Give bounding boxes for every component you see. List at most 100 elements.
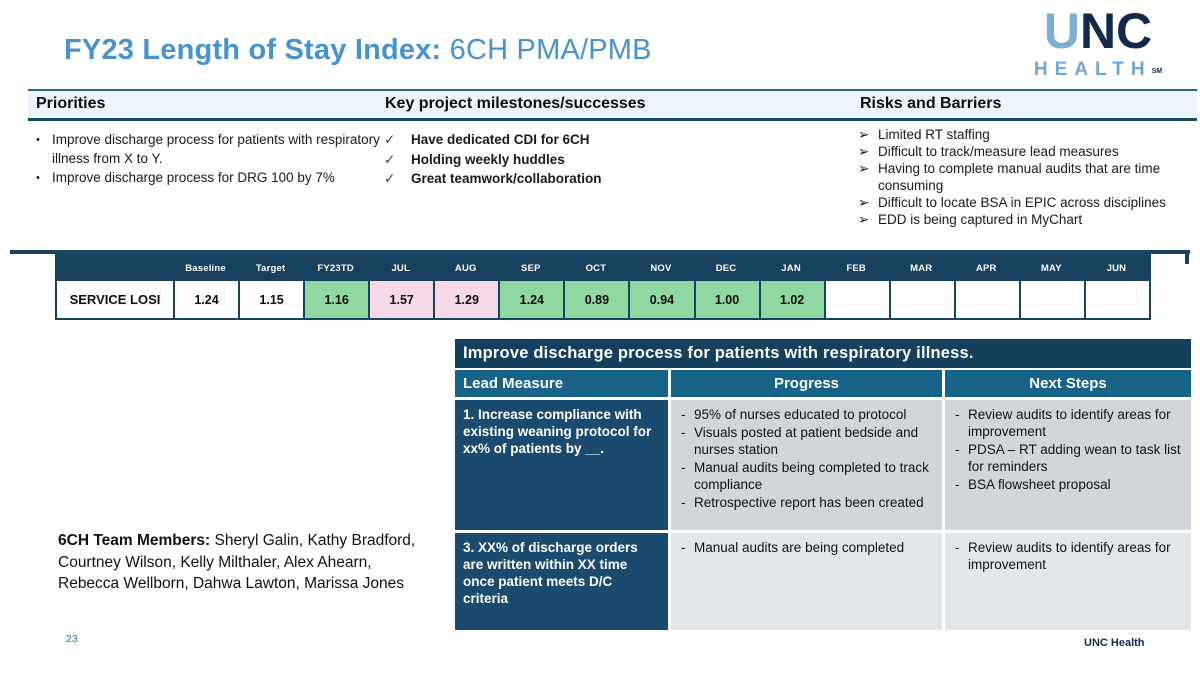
risks-list: ➢ Limited RT staffing ➢ Difficult to track… (858, 126, 1180, 228)
los-value-cell: 1.24 (173, 281, 239, 318)
list-item-text: Great teamwork/collaboration (411, 171, 602, 186)
milestones-list: ✓ Have dedicated CDI for 6CH ✓ Holding wee… (384, 130, 714, 189)
los-value-cell: 1.29 (433, 281, 499, 318)
bullet-icon: • (36, 172, 40, 184)
logo-trademark: SM (1151, 68, 1163, 75)
list-item-text: Improve discharge process for DRG 100 by… (52, 170, 335, 185)
list-item: - BSA flowsheet proposal (952, 476, 1184, 493)
los-header-cell: MAR (910, 263, 933, 274)
list-item-text: Manual audits are being completed (694, 540, 905, 555)
page-title-sub: 6CH PMA/PMB (441, 34, 652, 66)
list-item: - Review audits to identify areas for imp… (952, 539, 1184, 573)
list-item-text: Review audits to identify areas for impr… (968, 407, 1171, 439)
dash-bullet: - (681, 460, 686, 475)
list-item-text: EDD is being captured in MyChart (878, 212, 1083, 227)
arrow-bullet-icon: ➢ (858, 195, 870, 210)
arrow-bullet-icon: ➢ (858, 161, 870, 176)
los-value-cell (953, 281, 1019, 318)
list-item: - PDSA – RT adding wean to task list for … (952, 441, 1184, 475)
list-item: • Improve discharge process for DRG 100 b… (36, 168, 382, 188)
los-value-cell (1083, 281, 1149, 318)
improve-table-title: Improve discharge process for patients w… (455, 339, 1191, 368)
list-item-text: Manual audits being completed to track c… (694, 460, 929, 492)
list-item-text: Have dedicated CDI for 6CH (411, 132, 590, 147)
list-item-text: Visuals posted at patient bedside and nu… (694, 425, 919, 457)
list-item: - Review audits to identify areas for imp… (952, 406, 1184, 440)
list-item-text: BSA flowsheet proposal (968, 477, 1111, 492)
risks-header: Risks and Barriers (860, 95, 1002, 112)
bullet-icon: • (36, 134, 40, 146)
los-header-cell: Baseline (185, 263, 226, 274)
los-value-cell (823, 281, 889, 318)
los-header-cell: NOV (650, 263, 672, 274)
list-item: • Improve discharge process for patients … (36, 130, 382, 168)
list-item-text: Retrospective report has been created (694, 495, 924, 510)
dash-bullet: - (955, 442, 960, 457)
team-members-label: 6CH Team Members: (58, 532, 211, 549)
divider-rule-tick (1185, 250, 1189, 264)
next-steps-cell: - Review audits to identify areas for imp… (945, 533, 1191, 630)
los-value-cell: 1.57 (368, 281, 434, 318)
list-item: -95% of nurses educated to protocol (678, 406, 935, 423)
dash-bullet: - (955, 407, 960, 422)
divider-rule (10, 250, 1190, 254)
list-item: ✓ Have dedicated CDI for 6CH (384, 130, 714, 150)
lead-measure-cell: 1. Increase compliance with existing wea… (455, 400, 668, 530)
los-table: Baseline Target FY23TD JUL AUG SEP OCT N… (55, 254, 1151, 320)
los-value-cell (1018, 281, 1084, 318)
los-header-cell: JUL (391, 263, 410, 274)
list-item: ➢ EDD is being captured in MyChart (858, 211, 1180, 228)
los-header-cell: Target (255, 263, 286, 274)
checkmark-icon: ✓ (384, 151, 396, 167)
los-value-cell: 1.16 (303, 281, 369, 318)
los-value-cell: 0.94 (628, 281, 694, 318)
los-value-cell (888, 281, 954, 318)
team-members-names: Sheryl Galin, Kathy Bradford, Courtney W… (58, 532, 416, 592)
lead-measure-header: Lead Measure (455, 370, 668, 397)
list-item-text: Difficult to track/measure lead measures (878, 144, 1119, 159)
lead-measure-cell: 3. XX% of discharge orders are written w… (455, 533, 668, 630)
checkmark-icon: ✓ (384, 132, 396, 147)
next-steps-header: Next Steps (945, 370, 1191, 397)
unc-health-logo: UNC HEALTHSM (1014, 6, 1182, 81)
list-item: ➢ Difficult to track/measure lead measure… (858, 143, 1180, 160)
arrow-bullet-icon: ➢ (858, 127, 870, 142)
list-item: - Manual audits are being completed (678, 539, 935, 556)
milestones-header: Key project milestones/successes (385, 95, 646, 112)
logo-health-word: HEALTH (1033, 59, 1152, 80)
list-item: ✓ Great teamwork/collaboration (384, 169, 714, 189)
page-number: 23 (66, 633, 78, 645)
list-item-text: Improve discharge process for patients w… (52, 132, 380, 166)
los-value-cell: 1.00 (693, 281, 759, 318)
improve-table-header-row: Lead Measure Progress Next Steps (455, 370, 1191, 397)
los-header-cell: AUG (454, 263, 477, 274)
improve-table: Improve discharge process for patients w… (455, 339, 1191, 630)
los-table-data-row: SERVICE LOSI 1.24 1.15 1.16 1.57 1.29 1.… (57, 281, 1149, 318)
los-header-cell (57, 256, 173, 281)
list-item: - Manual audits being completed to track … (678, 459, 935, 493)
unc-logo-text: UNC (1014, 6, 1182, 56)
los-value-cell: 1.24 (498, 281, 564, 318)
los-value-cell: 0.89 (563, 281, 629, 318)
next-steps-cell: - Review audits to identify areas for imp… (945, 400, 1191, 530)
list-item: - Visuals posted at patient bedside and n… (678, 424, 935, 458)
list-item-text: 95% of nurses educated to protocol (694, 407, 907, 422)
los-value-cell: 1.02 (758, 281, 824, 318)
list-item: - Retrospective report has been created (678, 494, 935, 511)
dash-bullet: - (681, 425, 686, 440)
los-row-label: SERVICE LOSI (57, 281, 173, 318)
dash-bullet: - (681, 540, 686, 555)
logo-letter-u: U (1043, 3, 1080, 59)
los-header-cell: FEB (846, 263, 866, 274)
improve-table-row: 3. XX% of discharge orders are written w… (455, 533, 1191, 630)
section-header-strip: Priorities Key project milestones/succes… (28, 89, 1197, 121)
list-item-text: Difficult to locate BSA in EPIC across d… (878, 195, 1166, 210)
page-title: FY23 Length of Stay Index: 6CH PMA/PMB (64, 34, 652, 67)
los-header-cell: JAN (781, 263, 801, 274)
progress-cell: -95% of nurses educated to protocol - Vis… (671, 400, 942, 530)
dash-bullet: - (955, 540, 960, 555)
list-item-text: Having to complete manual audits that ar… (878, 161, 1161, 193)
list-item: ➢ Limited RT staffing (858, 126, 1180, 143)
progress-cell: - Manual audits are being completed (671, 533, 942, 630)
logo-health-text: HEALTHSM (1014, 59, 1182, 81)
